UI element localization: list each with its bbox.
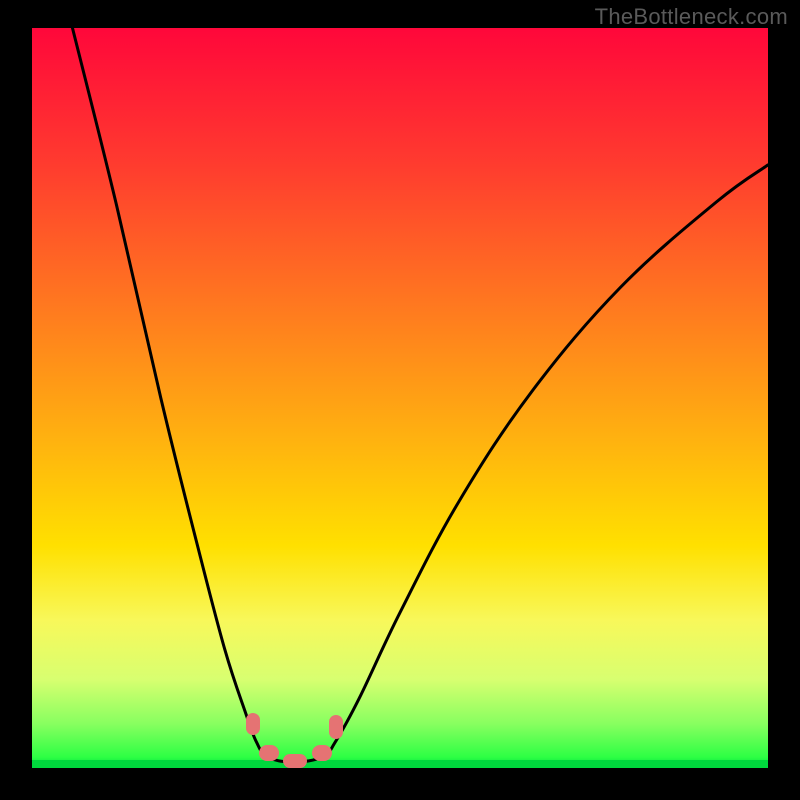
bottleneck-curve [72, 28, 768, 762]
curve-chart [32, 28, 768, 768]
valley-marker [259, 745, 279, 761]
plot-area [32, 28, 768, 768]
valley-marker [283, 754, 307, 768]
valley-marker [329, 715, 343, 739]
valley-marker [312, 745, 332, 761]
watermark-text: TheBottleneck.com [595, 4, 788, 30]
valley-marker [246, 713, 260, 735]
